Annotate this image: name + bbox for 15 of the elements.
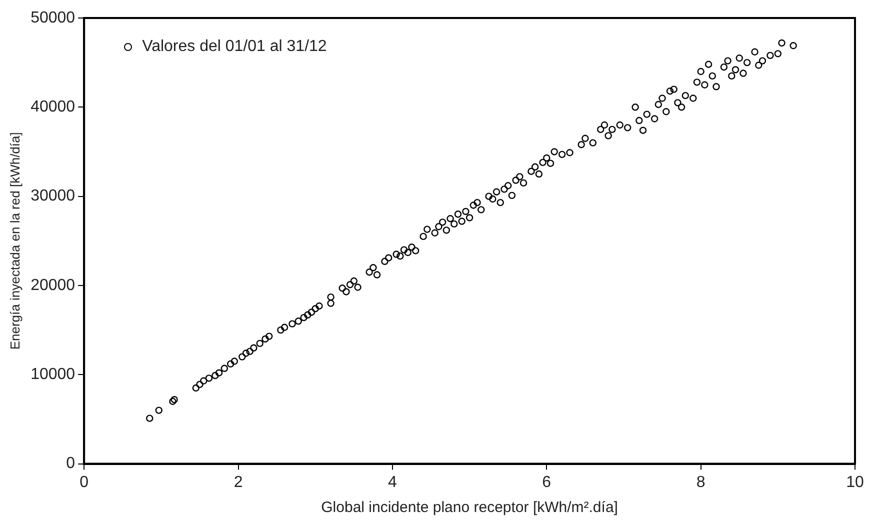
y-tick-label: 20000 [30,276,76,294]
y-tick-label: 0 [66,455,76,472]
y-axis-title: Energía inyectada en la red [kWh/día] [7,132,22,350]
x-tick-label: 8 [696,474,706,491]
x-tick-label: 6 [542,474,552,491]
y-tick-label: 40000 [30,98,76,116]
legend-label: Valores del 01/01 al 31/12 [142,38,327,56]
y-tick-label: 50000 [30,9,76,26]
x-axis-title: Global incidente plano receptor [kWh/m².día] [321,499,618,516]
y-tick-label: 10000 [30,366,76,384]
x-tick-label: 4 [388,474,397,491]
x-tick-label: 2 [234,474,243,491]
x-tick-label: 10 [846,474,864,491]
y-tick-label: 30000 [30,188,76,205]
x-tick-label: 0 [80,474,89,491]
